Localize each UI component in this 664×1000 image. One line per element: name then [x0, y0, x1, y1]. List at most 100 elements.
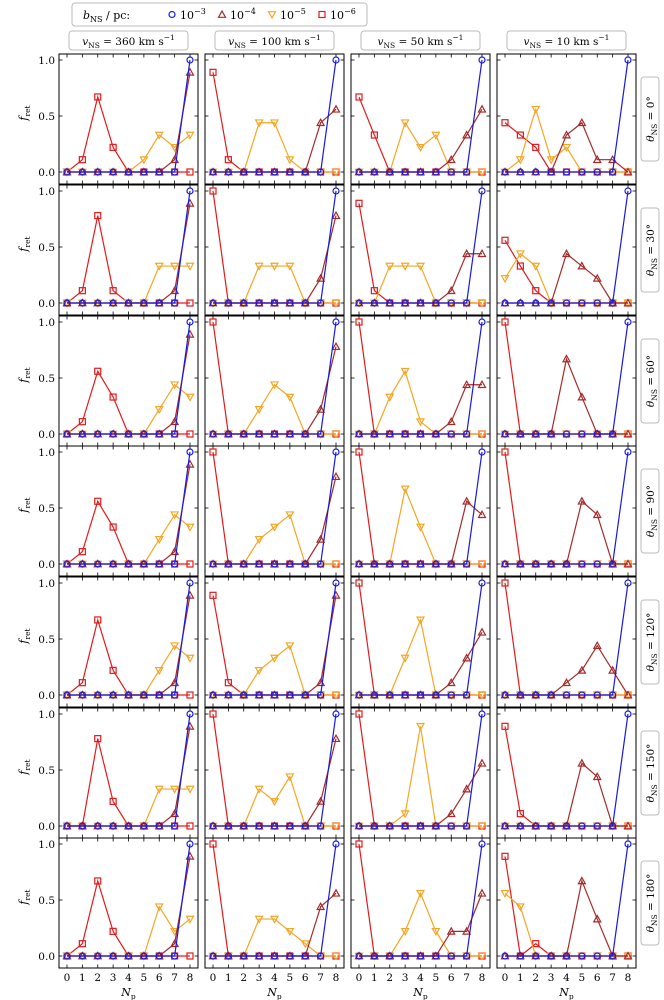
data-point-s3 [532, 143, 540, 151]
data-point-s0 [447, 560, 455, 568]
data-point-s0 [255, 560, 263, 568]
panel-r0-c3 [496, 53, 637, 185]
data-point-s3 [209, 840, 217, 848]
data-point-s0 [386, 952, 394, 960]
data-point-s0 [370, 952, 378, 960]
column-header-1: vNS = 100 km s−1 [214, 30, 335, 51]
x-tick-label: 6 [302, 972, 309, 984]
data-point-s2 [285, 773, 295, 782]
data-point-s0 [547, 430, 555, 438]
data-point-s0 [624, 187, 632, 195]
data-point-s0 [240, 430, 248, 438]
data-point-s0 [63, 822, 71, 830]
panel-frame [496, 315, 637, 447]
data-point-s0 [255, 952, 263, 960]
panel-r6-c1: 0 1 2 3 4 5 6 7 8 Np [204, 837, 345, 1000]
series-line-0 [213, 582, 337, 696]
data-point-s0 [109, 299, 117, 307]
panel-frame [350, 576, 491, 708]
data-point-s0 [386, 299, 394, 307]
x-tick-label: 1 [371, 972, 378, 984]
data-point-s2 [285, 511, 295, 520]
data-point-s3 [109, 666, 117, 674]
data-point-s0 [186, 840, 194, 848]
data-point-s0 [286, 822, 294, 830]
data-point-s0 [355, 430, 363, 438]
data-point-s2 [415, 418, 426, 427]
data-point-s2 [254, 535, 264, 545]
data-point-s3 [355, 93, 363, 101]
data-point-s0 [593, 952, 601, 960]
data-point-s0 [578, 822, 586, 830]
data-point-s0 [532, 822, 540, 830]
row-header-label: θNS = 120° [645, 613, 659, 672]
data-point-s0 [317, 560, 325, 568]
data-point-s0 [416, 691, 425, 699]
data-point-s2 [477, 430, 487, 439]
series-line-0 [67, 321, 191, 435]
data-point-s3 [94, 93, 102, 101]
x-tick-label: 8 [333, 972, 340, 984]
column-header-label: vNS = 50 km s−1 [378, 33, 464, 50]
data-point-s0 [286, 560, 294, 568]
data-point-s0 [624, 579, 632, 587]
y-tick-label: 0.0 [38, 821, 55, 833]
series-line-0 [359, 190, 483, 304]
data-point-s0 [63, 299, 71, 307]
data-point-s0 [578, 168, 586, 176]
data-point-s3 [224, 156, 232, 164]
column-header-label: vNS = 100 km s−1 [228, 33, 321, 50]
data-point-s0 [255, 430, 263, 438]
panel-r1-c0: 0.0 0.5 1.0 fret [17, 184, 199, 316]
row-header-label: θNS = 150° [645, 744, 659, 803]
data-point-s0 [209, 952, 217, 960]
data-point-s3 [78, 418, 86, 426]
data-point-s2 [269, 654, 280, 663]
x-tick-label: 3 [402, 972, 409, 984]
data-point-s2 [269, 119, 280, 128]
data-point-s0 [224, 430, 232, 438]
panel-frame [58, 445, 199, 577]
row-header-4: θNS = 120° [640, 599, 660, 685]
data-point-s1 [316, 796, 326, 805]
data-point-s0 [609, 691, 617, 699]
data-point-s1 [592, 273, 602, 282]
x-tick-label: 0 [210, 972, 217, 984]
y-tick-label: 0.5 [38, 111, 55, 123]
data-point-s1 [592, 771, 602, 781]
data-point-s3 [109, 287, 117, 295]
data-point-s0 [155, 691, 163, 699]
data-point-s2 [154, 405, 164, 415]
y-axis-label: fret [17, 367, 32, 383]
data-point-s1 [623, 690, 633, 699]
data-point-s0 [547, 560, 555, 568]
series-line-0 [359, 843, 483, 957]
data-point-s0 [186, 187, 194, 195]
y-tick-label: 1.0 [38, 839, 55, 851]
data-point-s0 [186, 710, 194, 718]
data-point-s0 [624, 448, 632, 456]
data-point-s1 [561, 354, 572, 363]
x-axis-label: Np [558, 986, 574, 1000]
data-point-s0 [240, 952, 248, 960]
x-tick-label: 5 [579, 972, 586, 984]
data-point-s0 [547, 168, 555, 176]
series-line-0 [213, 59, 337, 173]
data-point-s0 [155, 560, 163, 568]
data-point-s0 [171, 560, 179, 568]
data-point-s0 [416, 952, 425, 960]
data-point-s1 [446, 416, 456, 426]
data-point-s0 [370, 430, 378, 438]
legend-marker-1 [217, 9, 227, 18]
data-point-s0 [270, 822, 279, 830]
data-point-s3 [209, 318, 217, 326]
panel-frame [204, 445, 345, 577]
data-point-s0 [447, 168, 455, 176]
data-point-s0 [447, 299, 455, 307]
data-point-s3 [355, 199, 363, 207]
data-point-s0 [78, 691, 86, 699]
data-point-s0 [401, 952, 409, 960]
row-header-box [640, 599, 660, 685]
data-point-s2 [254, 119, 264, 128]
row-header-1: θNS = 30° [640, 207, 660, 293]
